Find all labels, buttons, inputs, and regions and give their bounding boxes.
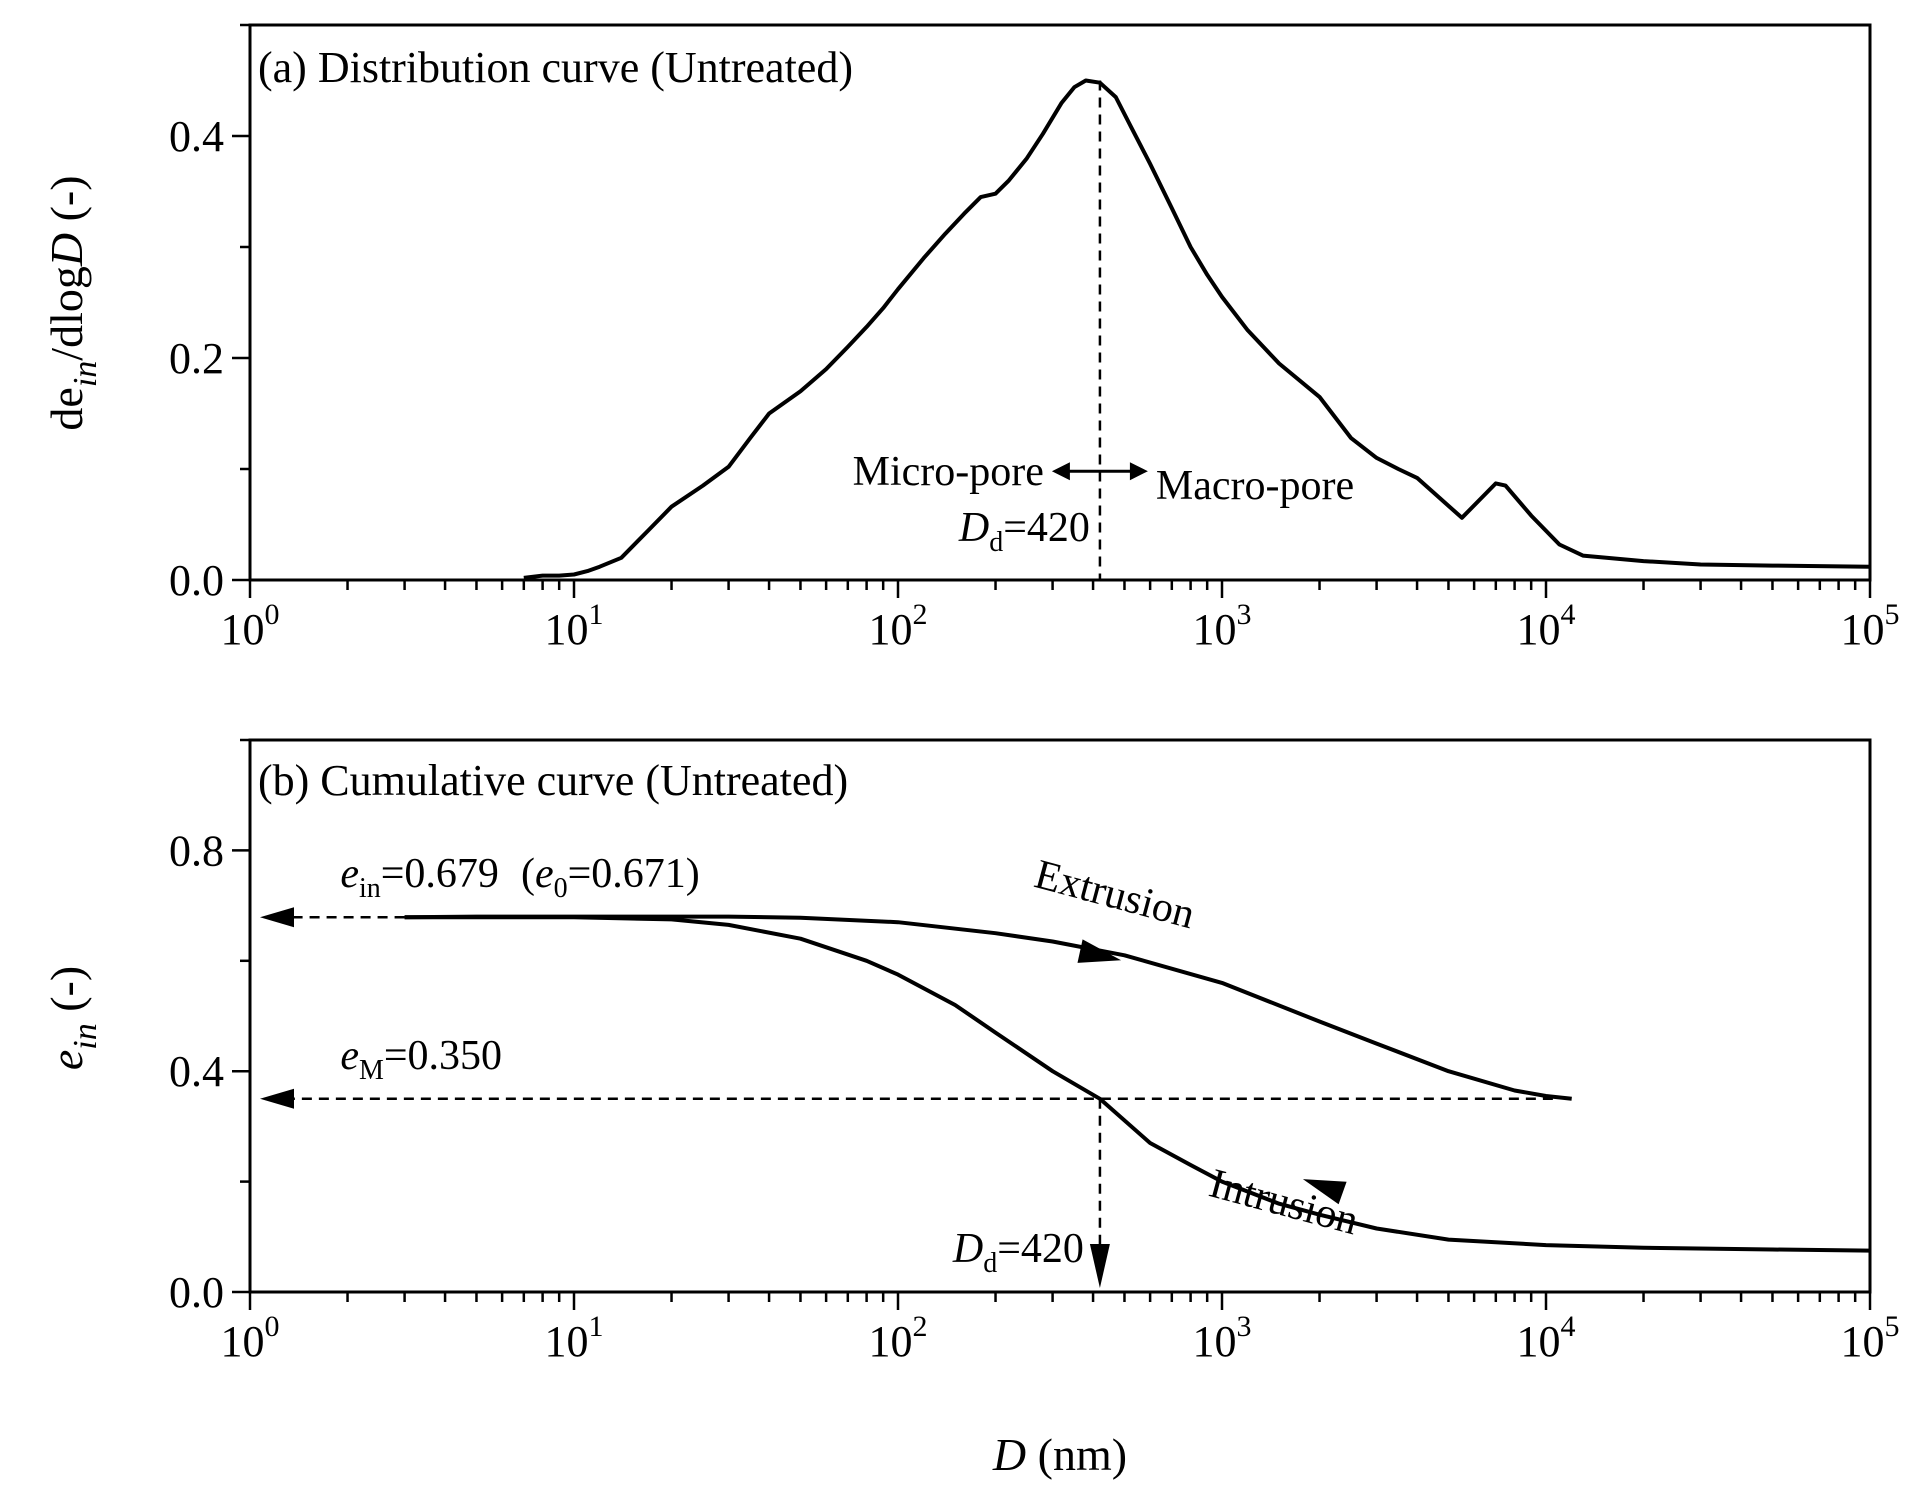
em-arrowhead xyxy=(260,1088,294,1109)
macro-arrowhead xyxy=(1129,462,1148,481)
panel-b: 100 101 102 103 104 105 0.0 0.4 0.8 (b) Cumulat… xyxy=(41,738,1900,1480)
x-tick-label: 103 xyxy=(1193,1310,1252,1366)
x-tick-label: 102 xyxy=(869,1310,928,1366)
dd-label-b: Dd=420 xyxy=(952,1226,1084,1279)
x-tick-label: 104 xyxy=(1517,598,1576,654)
panel-b-ticks xyxy=(232,738,1872,1310)
panel-b-x-axis-title: D (nm) xyxy=(992,1429,1127,1480)
panel-a-y-tick-labels: 0.0 0.2 0.4 xyxy=(169,112,224,605)
y-tick-label: 0.0 xyxy=(169,1268,224,1317)
extrusion-direction-arrow xyxy=(1077,939,1122,963)
panel-b-title: (b) Cumulative curve (Untreated) xyxy=(258,756,848,805)
panel-a-title: (a) Distribution curve (Untreated) xyxy=(258,43,853,92)
y-tick-label: 0.4 xyxy=(169,1047,224,1096)
x-tick-label: 103 xyxy=(1193,598,1252,654)
y-tick-label: 0.2 xyxy=(169,334,224,383)
panel-a-x-tick-labels: 100 101 102 103 104 105 xyxy=(221,598,1900,654)
micro-arrowhead xyxy=(1051,462,1070,481)
x-tick-label: 102 xyxy=(869,598,928,654)
panel-b-y-tick-labels: 0.0 0.4 0.8 xyxy=(169,826,224,1317)
panel-b-x-tick-labels: 100 101 102 103 104 105 xyxy=(221,1310,1900,1366)
x-tick-label: 100 xyxy=(221,598,280,654)
panel-a: 100 101 102 103 104 105 0.0 0.2 0.4 (a) Distrib… xyxy=(41,23,1900,654)
y-tick-label: 0.0 xyxy=(169,556,224,605)
panel-b-frame xyxy=(248,738,1872,1294)
x-tick-label: 100 xyxy=(221,1310,280,1366)
distribution-curve xyxy=(523,78,1871,580)
x-tick-label: 104 xyxy=(1517,1310,1576,1366)
ein-label: ein=0.679 (e0=0.671) xyxy=(340,851,699,904)
panel-a-frame xyxy=(248,23,1872,582)
panel-a-y-axis-title: dein/dlogD (-) xyxy=(41,175,104,430)
x-tick-label: 101 xyxy=(545,598,604,654)
x-tick-label: 105 xyxy=(1841,1310,1900,1366)
intrusion-direction-arrow xyxy=(1302,1179,1347,1205)
panel-a-ticks xyxy=(232,23,1872,598)
micro-pore-label: Micro-pore xyxy=(853,449,1044,495)
extrusion-label: Extrusion xyxy=(1030,852,1200,939)
intrusion-label: Intrusion xyxy=(1205,1161,1363,1245)
y-tick-label: 0.8 xyxy=(169,826,224,875)
dd-arrowhead xyxy=(1089,1244,1110,1288)
x-tick-label: 105 xyxy=(1841,598,1900,654)
ein-arrowhead xyxy=(260,907,294,928)
y-tick-label: 0.4 xyxy=(169,112,224,161)
dd-label-a: Dd=420 xyxy=(958,505,1090,558)
x-tick-label: 101 xyxy=(545,1310,604,1366)
extrusion-curve xyxy=(404,914,1572,1101)
panel-b-y-axis-title: ein (-) xyxy=(41,966,104,1070)
intrusion-curve xyxy=(404,915,1871,1253)
macro-pore-label: Macro-pore xyxy=(1156,463,1354,509)
em-label: eM=0.350 xyxy=(340,1033,502,1086)
